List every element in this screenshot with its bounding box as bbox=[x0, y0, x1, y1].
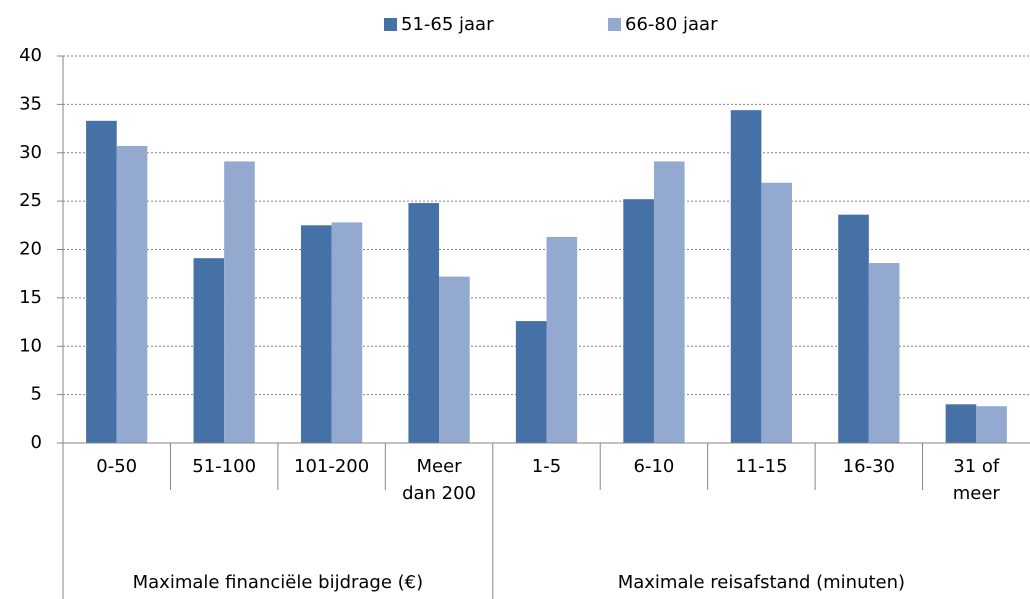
x-tick-label: 51-100 bbox=[192, 456, 257, 477]
bar bbox=[300, 225, 332, 443]
y-tick-label: 10 bbox=[19, 335, 42, 356]
bar bbox=[945, 404, 977, 443]
y-tick-label: 35 bbox=[19, 93, 42, 114]
x-tick-label: 16-30 bbox=[842, 456, 895, 477]
y-tick-label: 5 bbox=[31, 384, 42, 405]
legend-label: 66-80 jaar bbox=[625, 14, 718, 35]
x-tick-label: 11-15 bbox=[735, 456, 788, 477]
legend-swatch bbox=[384, 18, 397, 31]
x-tick-label: 101-200 bbox=[294, 456, 370, 477]
bar bbox=[408, 203, 440, 443]
y-tick-label: 0 bbox=[31, 432, 42, 453]
x-tick-label: 1-5 bbox=[531, 456, 562, 477]
bar bbox=[976, 406, 1007, 443]
group-label: Maximale financiële bijdrage (€) bbox=[133, 572, 424, 593]
x-tick-label: Meer dan 200 bbox=[402, 456, 477, 504]
bar bbox=[193, 258, 225, 443]
y-tick-label: 40 bbox=[19, 45, 42, 66]
bar bbox=[761, 182, 793, 443]
bar bbox=[86, 120, 117, 443]
bar bbox=[331, 222, 363, 443]
bar bbox=[730, 110, 762, 444]
bar bbox=[653, 161, 685, 443]
bar bbox=[515, 321, 547, 443]
bar bbox=[623, 199, 654, 443]
y-tick-label: 30 bbox=[19, 142, 42, 163]
bar bbox=[224, 161, 255, 443]
bar bbox=[116, 145, 148, 444]
x-tick-label: 0-50 bbox=[96, 456, 138, 477]
y-tick-label: 20 bbox=[19, 239, 42, 260]
group-label: Maximale reisafstand (minuten) bbox=[618, 572, 905, 593]
bar bbox=[439, 276, 470, 443]
x-tick-label: 6-10 bbox=[633, 456, 675, 477]
legend-label: 51-65 jaar bbox=[401, 14, 494, 35]
x-tick-label: 31 of meer bbox=[952, 456, 1000, 504]
bar bbox=[838, 214, 869, 443]
legend-swatch bbox=[608, 18, 621, 31]
bar bbox=[546, 236, 578, 443]
y-tick-label: 15 bbox=[19, 287, 42, 308]
bar bbox=[868, 263, 900, 443]
y-tick-label: 25 bbox=[19, 190, 42, 211]
